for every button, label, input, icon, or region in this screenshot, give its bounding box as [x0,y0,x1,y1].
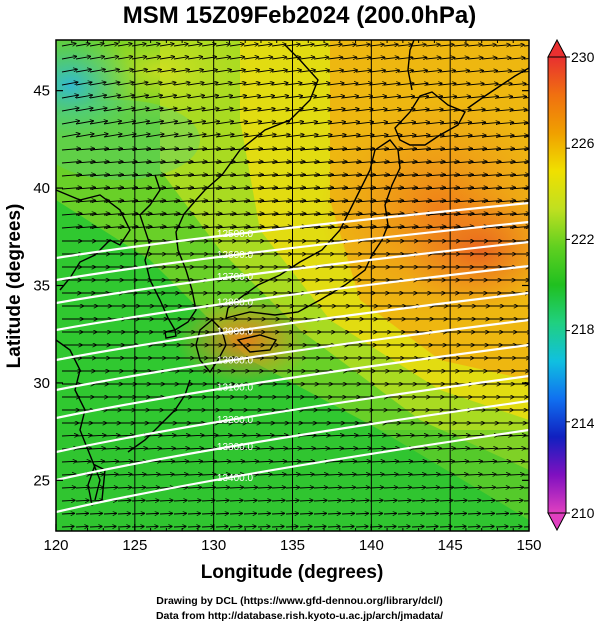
coast-ryukyu [127,379,191,453]
contour-13300.0 [56,399,529,482]
colorbar-label-222: 222 [571,231,595,247]
x-tick-label-145: 145 [438,537,463,554]
y-tick-label-35: 35 [33,278,50,295]
y-axis-title: Latitude (degrees) [4,204,25,369]
x-tick-label-120: 120 [43,537,68,554]
contour-label-13400.0: 13400.0 [217,473,254,484]
contour-label-12600.0: 12600.0 [217,250,254,261]
contour-13200.0 [56,374,529,454]
credit-drawing: Drawing by DCL (https://www.gfd-dennou.o… [156,595,443,607]
contour-12800.0 [56,264,529,332]
colorbar-label-214: 214 [571,415,595,431]
coast-cheju [164,329,177,339]
contour-12500.0 [56,201,529,260]
chart-title: MSM 15Z09Feb2024 (200.0hPa) [122,2,477,29]
colorbar-label-230: 230 [571,49,595,65]
temperature-field [56,40,529,531]
x-tick-label-135: 135 [280,537,305,554]
field-cyan-nw [56,40,140,140]
colorbar-top-arrow [547,38,567,58]
contour-label-13300.0: 13300.0 [217,442,254,453]
credits: Drawing by DCL (https://www.gfd-dennou.o… [0,594,599,624]
contour-13400.0 [56,428,529,514]
coast-korea [139,174,206,331]
x-axis-title: Longitude (degrees) [201,562,384,583]
contour-label-12500.0: 12500.0 [217,229,254,240]
contour-12900.0 [56,291,529,362]
contour-label-12900.0: 12900.0 [217,327,254,338]
contour-label-12700.0: 12700.0 [217,272,254,283]
x-tick-label-150: 150 [516,537,541,554]
coast-kurils [467,67,529,109]
colorbar-label-226: 226 [571,135,595,151]
y-tick-label-30: 30 [33,375,50,392]
contour-12700.0 [56,240,529,305]
contour-label-13200.0: 13200.0 [217,415,254,426]
contour-label-13100.0: 13100.0 [217,382,254,393]
contour-12600.0 [56,220,529,282]
contour-13000.0 [56,318,529,392]
y-tick-label-40: 40 [33,180,50,197]
colorbar-bottom-arrow [547,512,567,532]
x-tick-label-130: 130 [201,537,226,554]
colorbar-label-210: 210 [571,505,595,521]
credit-data: Data from http://database.rish.kyoto-u.a… [155,610,444,622]
y-axis: 25 30 35 40 45 [33,83,529,489]
colorbar-label-218: 218 [571,321,595,337]
x-tick-label-125: 125 [122,537,147,554]
x-axis: 120 125 130 135 140 145 150 [43,40,542,554]
contour-13100.0 [56,343,529,420]
contour-label-12800.0: 12800.0 [217,298,254,309]
height-contours: 12500.0 12600.0 12700.0 12800.0 12900.0 13000… [56,201,529,514]
y-tick-label-25: 25 [33,472,50,489]
y-tick-label-45: 45 [33,83,50,100]
colorbar: 230 226 222 218 214 210 [547,38,595,532]
colorbar-body [547,56,567,514]
coast-hokkaido [394,91,466,146]
contour-label-13000.0: 13000.0 [217,355,254,366]
x-tick-label-140: 140 [359,537,384,554]
